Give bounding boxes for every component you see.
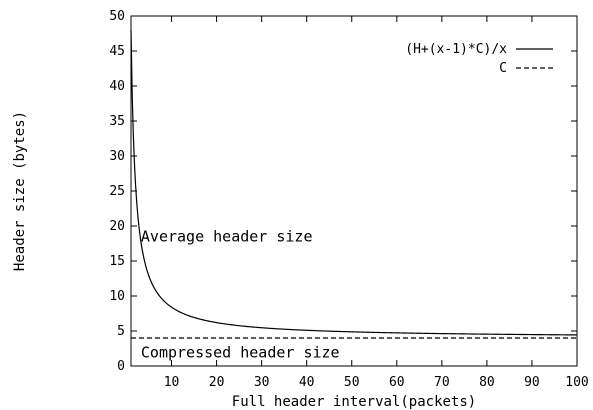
legend-label: (H+(x-1)*C)/x [405, 42, 507, 57]
y-tick-label: 20 [109, 219, 125, 234]
plot-frame [130, 15, 578, 367]
x-tick-label: 70 [434, 375, 450, 390]
series-layer [130, 29, 578, 339]
y-tick-label: 35 [109, 114, 125, 129]
y-tick-label: 40 [109, 79, 125, 94]
x-tick-label: 90 [524, 375, 540, 390]
x-tick-label: 50 [344, 375, 360, 390]
annotations: Average header size Compressed header siz… [141, 227, 340, 361]
y-tick-label: 5 [117, 324, 125, 339]
x-tick-label: 100 [565, 375, 588, 390]
series-line-1 [130, 29, 578, 336]
x-tick-label: 40 [299, 375, 315, 390]
legend: (H+(x-1)*C)/x C [405, 42, 553, 76]
legend-label: C [499, 61, 507, 76]
x-tick-label: 60 [389, 375, 405, 390]
y-tick-label: 15 [109, 254, 125, 269]
y-tick-label: 0 [117, 359, 125, 374]
y-axis-ticks: 0 5 10 15 20 25 30 35 40 45 50 [109, 9, 577, 374]
x-axis-ticks: 10 20 30 40 50 60 70 80 90 100 [164, 16, 589, 390]
x-tick-label: 10 [164, 375, 180, 390]
y-tick-label: 10 [109, 289, 125, 304]
x-tick-label: 80 [479, 375, 495, 390]
y-tick-label: 45 [109, 44, 125, 59]
x-tick-label: 20 [209, 375, 225, 390]
x-axis-label: Full header interval(packets) [232, 394, 476, 410]
y-axis-label: Header size (bytes) [12, 111, 28, 271]
annotation-label: Average header size [141, 227, 313, 245]
x-tick-label: 30 [254, 375, 270, 390]
y-tick-label: 25 [109, 184, 125, 199]
annotation-label: Compressed header size [141, 344, 340, 362]
y-tick-label: 50 [109, 9, 125, 24]
y-tick-label: 30 [109, 149, 125, 164]
